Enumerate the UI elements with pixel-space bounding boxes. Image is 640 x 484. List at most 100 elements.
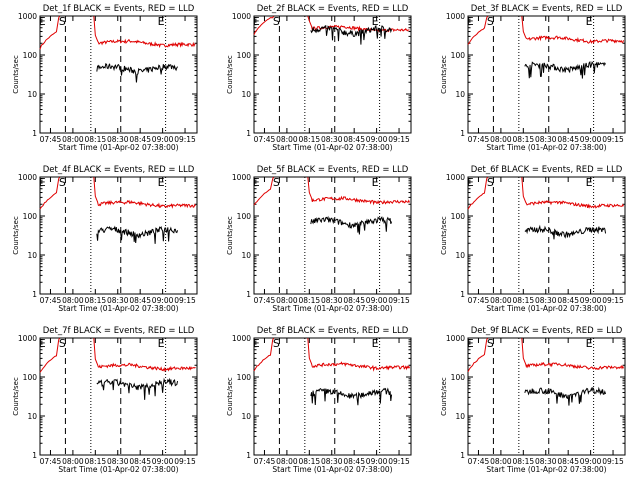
x-tick-label: 08:30 bbox=[321, 135, 343, 144]
marker-label: S bbox=[59, 176, 66, 189]
chart-title: Det_4f BLACK = Events, RED = LLD bbox=[43, 165, 195, 175]
x-tick-label: 09:15 bbox=[602, 296, 624, 305]
y-tick-label: 100 bbox=[23, 373, 38, 382]
x-tick-label: 08:15 bbox=[85, 457, 107, 466]
y-tick-label: 1 bbox=[32, 451, 37, 460]
y-tick-label: 100 bbox=[237, 373, 252, 382]
x-tick-label: 08:30 bbox=[107, 135, 129, 144]
x-tick-label: 08:15 bbox=[513, 457, 535, 466]
x-tick-label: 09:15 bbox=[174, 135, 196, 144]
y-tick-label: 1000 bbox=[18, 12, 37, 21]
plot-frame bbox=[467, 337, 626, 456]
y-axis-label: Counts/sec bbox=[440, 377, 448, 416]
y-tick-label: 1000 bbox=[232, 173, 251, 182]
chart-panel-3: Det_3f BLACK = Events, RED = LLD 1 10 100 10… bbox=[440, 4, 626, 152]
marker-label: E bbox=[39, 337, 46, 350]
lld-series-post bbox=[93, 177, 196, 209]
chart-title: Det_3f BLACK = Events, RED = LLD bbox=[471, 4, 623, 14]
x-tick-label: 07:45 bbox=[40, 135, 62, 144]
chart-title: Det_8f BLACK = Events, RED = LLD bbox=[257, 326, 409, 336]
lld-series-pre bbox=[467, 337, 489, 372]
x-tick-label: 08:45 bbox=[129, 135, 151, 144]
chart-title: Det_2f BLACK = Events, RED = LLD bbox=[257, 4, 409, 14]
plot-frame bbox=[39, 15, 198, 134]
marker-label: E bbox=[586, 176, 593, 189]
x-tick-label: 07:45 bbox=[468, 457, 490, 466]
y-axis-label: Counts/sec bbox=[440, 216, 448, 255]
x-axis-label: Start Time (01-Apr-02 07:38:00) bbox=[58, 465, 178, 474]
plot-frame bbox=[253, 176, 412, 295]
plot-frame bbox=[467, 15, 626, 134]
x-tick-label: 08:00 bbox=[276, 135, 298, 144]
y-tick-label: 100 bbox=[451, 51, 466, 60]
marker-label: E bbox=[467, 337, 474, 350]
y-axis-label: Counts/sec bbox=[226, 55, 234, 94]
x-tick-label: 08:15 bbox=[85, 296, 107, 305]
marker-label: S bbox=[487, 15, 494, 28]
x-axis-label: Start Time (01-Apr-02 07:38:00) bbox=[58, 143, 178, 152]
chart-title: Det_1f BLACK = Events, RED = LLD bbox=[43, 4, 195, 14]
lld-series-pre bbox=[39, 15, 61, 50]
events-series bbox=[96, 377, 179, 400]
x-tick-label: 08:45 bbox=[129, 457, 151, 466]
lld-series-pre bbox=[39, 176, 61, 210]
x-tick-label: 08:00 bbox=[276, 457, 298, 466]
marker-label: E bbox=[253, 15, 260, 28]
lld-series-pre bbox=[253, 337, 275, 372]
lld-series-post bbox=[307, 177, 410, 206]
x-tick-label: 08:30 bbox=[321, 296, 343, 305]
y-tick-label: 10 bbox=[27, 412, 37, 421]
y-tick-label: 1000 bbox=[232, 12, 251, 21]
y-tick-label: 100 bbox=[451, 373, 466, 382]
marker-label: E bbox=[158, 337, 165, 350]
x-tick-label: 09:00 bbox=[152, 296, 174, 305]
events-series bbox=[524, 386, 607, 406]
marker-label: E bbox=[467, 15, 474, 28]
y-tick-label: 10 bbox=[455, 412, 465, 421]
x-tick-label: 08:00 bbox=[62, 296, 84, 305]
x-tick-label: 08:15 bbox=[299, 296, 321, 305]
x-tick-label: 08:30 bbox=[107, 296, 129, 305]
x-tick-label: 09:15 bbox=[388, 135, 410, 144]
x-tick-label: 08:45 bbox=[129, 296, 151, 305]
events-series bbox=[310, 24, 393, 45]
x-tick-label: 09:00 bbox=[580, 296, 602, 305]
x-tick-label: 08:00 bbox=[62, 135, 84, 144]
lld-series-post bbox=[307, 338, 410, 372]
chart-panel-2: Det_2f BLACK = Events, RED = LLD 1 10 100 10… bbox=[226, 4, 412, 152]
x-tick-label: 08:45 bbox=[343, 296, 365, 305]
x-tick-label: 08:00 bbox=[62, 457, 84, 466]
marker-label: E bbox=[586, 337, 593, 350]
y-tick-label: 10 bbox=[27, 90, 37, 99]
events-series bbox=[310, 387, 393, 406]
x-tick-label: 07:45 bbox=[254, 135, 276, 144]
y-axis-label: Counts/sec bbox=[12, 216, 20, 255]
plot-frame bbox=[467, 176, 626, 295]
y-tick-label: 1 bbox=[460, 290, 465, 299]
y-tick-label: 10 bbox=[241, 251, 251, 260]
chart-panel-8: Det_8f BLACK = Events, RED = LLD 1 10 100 10… bbox=[226, 326, 412, 474]
marker-label: E bbox=[158, 176, 165, 189]
x-tick-label: 09:00 bbox=[152, 135, 174, 144]
y-tick-label: 1 bbox=[460, 451, 465, 460]
x-tick-label: 08:30 bbox=[535, 457, 557, 466]
x-tick-label: 08:15 bbox=[513, 296, 535, 305]
lld-series-post bbox=[521, 16, 624, 45]
x-tick-label: 08:30 bbox=[535, 135, 557, 144]
y-tick-label: 100 bbox=[23, 212, 38, 221]
events-series bbox=[524, 60, 606, 79]
x-tick-label: 08:15 bbox=[513, 135, 535, 144]
marker-label: S bbox=[59, 337, 66, 350]
lld-series-post bbox=[307, 16, 410, 34]
marker-label: E bbox=[467, 176, 474, 189]
chart-panel-9: Det_9f BLACK = Events, RED = LLD 1 10 100 10… bbox=[440, 326, 626, 474]
y-tick-label: 1000 bbox=[446, 334, 465, 343]
marker-label: E bbox=[39, 176, 46, 189]
x-tick-label: 09:15 bbox=[602, 135, 624, 144]
events-series bbox=[96, 225, 179, 244]
plot-frame bbox=[253, 337, 412, 456]
x-tick-label: 08:30 bbox=[535, 296, 557, 305]
x-tick-label: 09:15 bbox=[388, 296, 410, 305]
